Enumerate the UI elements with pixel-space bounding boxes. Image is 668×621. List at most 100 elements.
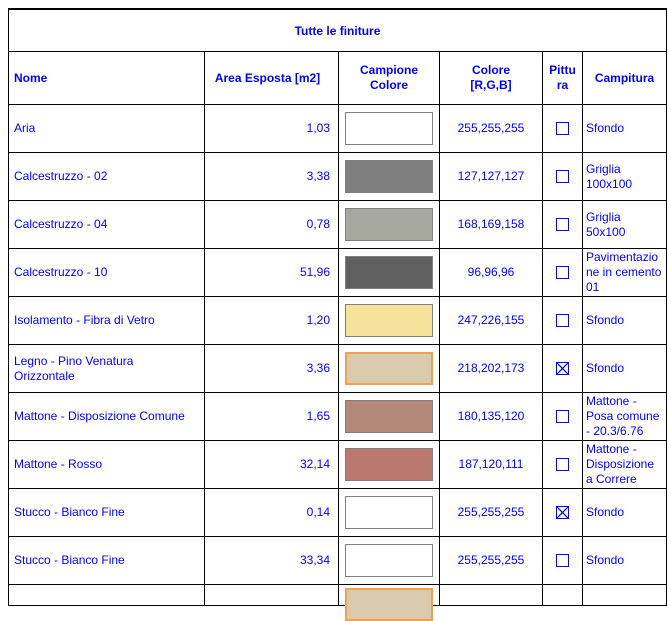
table-row-partial[interactable]: [9, 585, 666, 621]
table-title-row: Tutte le finiture: [9, 10, 666, 52]
color-swatch[interactable]: [345, 496, 433, 529]
campitura-value: Sfondo: [586, 361, 625, 375]
area-value: 32,14: [205, 441, 339, 488]
pittura-cell: [543, 153, 583, 200]
table-header-row: Nome Area Esposta [m2] Campione Colore C…: [9, 52, 666, 105]
area-value: 1,65: [205, 393, 339, 440]
pittura-checkbox[interactable]: [556, 362, 569, 375]
color-swatch[interactable]: [345, 588, 433, 621]
header-campitura: Campitura: [594, 70, 655, 85]
rgb-value: 127,127,127: [440, 153, 543, 200]
pittura-checkbox[interactable]: [556, 266, 569, 279]
rgb-value: 218,202,173: [440, 345, 543, 392]
pittura-cell: [543, 249, 583, 296]
swatch-cell: [339, 153, 440, 200]
pittura-cell: [543, 489, 583, 536]
campitura-value: Sfondo: [586, 553, 625, 567]
area-value: 0,14: [205, 489, 339, 536]
campitura-value: Griglia 100x100: [586, 161, 633, 191]
color-swatch[interactable]: [345, 256, 433, 289]
header-nome: Nome: [9, 52, 205, 104]
swatch-cell: [339, 585, 440, 621]
table-row[interactable]: Aria 1,03 255,255,255 Sfondo: [9, 105, 666, 153]
color-swatch[interactable]: [345, 544, 433, 577]
swatch-cell: [339, 489, 440, 536]
finish-name: Mattone - Disposizione Comune: [9, 393, 205, 440]
pittura-cell: [543, 585, 583, 605]
table-row[interactable]: Legno - Pino Venatura Orizzontale 3,36 2…: [9, 345, 666, 393]
finish-name: Isolamento - Fibra di Vetro: [9, 297, 205, 344]
area-value: [205, 585, 339, 605]
table-row[interactable]: Mattone - Disposizione Comune 1,65 180,1…: [9, 393, 666, 441]
campitura-value: Sfondo: [586, 505, 625, 519]
pittura-cell: [543, 537, 583, 584]
table-row[interactable]: Mattone - Rosso 32,14 187,120,111 Matton…: [9, 441, 666, 489]
rgb-value: 168,169,158: [440, 201, 543, 248]
pittura-cell: [543, 105, 583, 152]
area-value: 3,36: [205, 345, 339, 392]
campitura-value: Sfondo: [586, 121, 625, 135]
finish-name: Stucco - Bianco Fine: [9, 489, 205, 536]
finish-name: Calcestruzzo - 10: [9, 249, 205, 296]
rgb-value: 255,255,255: [440, 489, 543, 536]
color-swatch[interactable]: [345, 160, 433, 193]
pittura-checkbox[interactable]: [556, 314, 569, 327]
color-swatch[interactable]: [345, 304, 433, 337]
table-row[interactable]: Stucco - Bianco Fine 33,34 255,255,255 S…: [9, 537, 666, 585]
swatch-cell: [339, 297, 440, 344]
area-value: 1,20: [205, 297, 339, 344]
campitura-value: Mattone - Posa comune - 20.3/6.76: [586, 394, 660, 438]
pittura-checkbox[interactable]: [556, 218, 569, 231]
swatch-cell: [339, 249, 440, 296]
pittura-checkbox[interactable]: [556, 410, 569, 423]
swatch-cell: [339, 201, 440, 248]
finish-name: Mattone - Rosso: [9, 441, 205, 488]
area-value: 3,38: [205, 153, 339, 200]
rgb-value: 247,226,155: [440, 297, 543, 344]
pittura-checkbox[interactable]: [556, 170, 569, 183]
area-value: 51,96: [205, 249, 339, 296]
header-colore-rgb: Colore [R,G,B]: [440, 52, 543, 104]
finish-name: Aria: [9, 105, 205, 152]
color-swatch[interactable]: [345, 448, 433, 481]
rgb-value: [440, 585, 543, 605]
header-campione-colore: Campione Colore: [339, 52, 440, 104]
campitura-value: Mattone - Disposizione a Correre: [586, 442, 655, 486]
color-swatch[interactable]: [345, 112, 433, 145]
finish-name: Calcestruzzo - 04: [9, 201, 205, 248]
pittura-checkbox[interactable]: [556, 554, 569, 567]
rgb-value: 187,120,111: [440, 441, 543, 488]
pittura-cell: [543, 345, 583, 392]
pittura-checkbox[interactable]: [556, 506, 569, 519]
color-swatch[interactable]: [345, 400, 433, 433]
table-row[interactable]: Calcestruzzo - 02 3,38 127,127,127 Grigl…: [9, 153, 666, 201]
finish-name: Calcestruzzo - 02: [9, 153, 205, 200]
pittura-cell: [543, 441, 583, 488]
table-title: Tutte le finiture: [294, 23, 381, 38]
pittura-cell: [543, 393, 583, 440]
campitura-value: [583, 585, 666, 605]
rgb-value: 255,255,255: [440, 105, 543, 152]
table-row[interactable]: Isolamento - Fibra di Vetro 1,20 247,226…: [9, 297, 666, 345]
swatch-cell: [339, 345, 440, 392]
finish-name: Legno - Pino Venatura Orizzontale: [9, 345, 205, 392]
header-pittura: Pittura: [543, 52, 583, 104]
color-swatch[interactable]: [345, 352, 433, 385]
pittura-cell: [543, 201, 583, 248]
finish-name: Stucco - Bianco Fine: [9, 537, 205, 584]
campitura-value: Sfondo: [586, 313, 625, 327]
campitura-value: Pavimentazione in cemento 01: [586, 250, 662, 294]
table-row[interactable]: Calcestruzzo - 10 51,96 96,96,96 Pavimen…: [9, 249, 666, 297]
rgb-value: 255,255,255: [440, 537, 543, 584]
swatch-cell: [339, 537, 440, 584]
campitura-value: Griglia 50x100: [586, 209, 626, 239]
finishes-table: Tutte le finiture Nome Area Esposta [m2]…: [8, 8, 667, 621]
color-swatch[interactable]: [345, 208, 433, 241]
table-row[interactable]: Calcestruzzo - 04 0,78 168,169,158 Grigl…: [9, 201, 666, 249]
pittura-cell: [543, 297, 583, 344]
pittura-checkbox[interactable]: [556, 122, 569, 135]
pittura-checkbox[interactable]: [556, 458, 569, 471]
area-value: 0,78: [205, 201, 339, 248]
swatch-cell: [339, 441, 440, 488]
table-row[interactable]: Stucco - Bianco Fine 0,14 255,255,255 Sf…: [9, 489, 666, 537]
